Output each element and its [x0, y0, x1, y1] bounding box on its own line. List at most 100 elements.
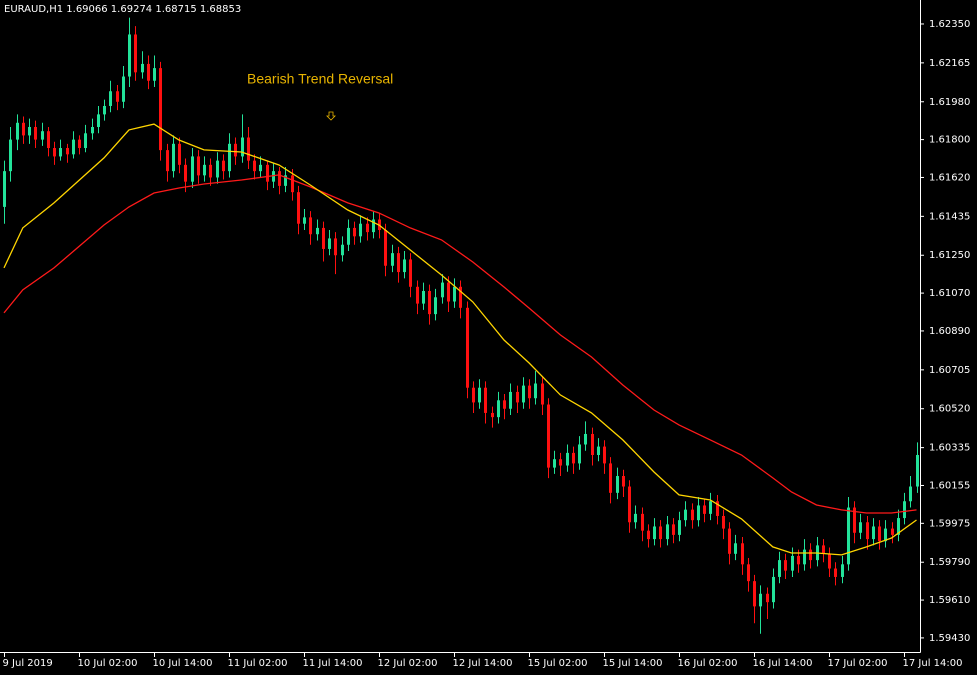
- candle-body: [897, 518, 900, 535]
- candle-body: [909, 486, 912, 502]
- y-tick-label: 1.60155: [929, 480, 970, 491]
- candle-body: [822, 545, 825, 554]
- x-tick-label: 12 Jul 14:00: [453, 658, 513, 669]
- candle-body: [53, 148, 56, 157]
- candle-body: [809, 549, 812, 561]
- candle-body: [253, 160, 256, 172]
- y-tick-label: 1.60890: [929, 326, 970, 337]
- candle-body: [684, 509, 687, 521]
- candle-body: [459, 286, 462, 308]
- x-tick-label: 16 Jul 14:00: [753, 658, 813, 669]
- candle-body: [622, 476, 625, 487]
- candle-body: [147, 63, 150, 81]
- candle-body: [322, 227, 325, 249]
- candle-body: [803, 549, 806, 565]
- candle-body: [47, 131, 50, 149]
- candle-body: [428, 290, 431, 315]
- candle-body: [584, 433, 587, 445]
- candle-body: [659, 526, 662, 540]
- candle-body: [422, 290, 425, 304]
- candle-body: [41, 131, 44, 140]
- candle-body: [503, 400, 506, 409]
- candle-body: [303, 217, 306, 224]
- candle-body: [553, 459, 556, 468]
- candle-body: [91, 126, 94, 134]
- candle-body: [766, 593, 769, 603]
- candle-body: [653, 526, 656, 540]
- candle-body: [697, 505, 700, 521]
- candle-body: [772, 576, 775, 603]
- candle-body: [109, 91, 112, 106]
- candle-body: [497, 400, 500, 418]
- candle-body: [716, 501, 719, 516]
- candle-body: [628, 486, 631, 523]
- candle-body: [647, 530, 650, 540]
- candle-body: [191, 156, 194, 182]
- candle-body: [791, 555, 794, 571]
- candle-body: [509, 391, 512, 409]
- x-tick-label: 11 Jul 14:00: [303, 658, 363, 669]
- candle-body: [841, 564, 844, 577]
- candle-body: [784, 560, 787, 571]
- candle-body: [241, 137, 244, 157]
- candle-body: [291, 175, 294, 193]
- candle-body: [141, 63, 144, 73]
- candle-body: [416, 286, 419, 304]
- candle-body: [34, 126, 37, 140]
- y-tick-label: 1.61620: [929, 172, 970, 183]
- candle-body: [528, 385, 531, 399]
- candle-body: [597, 446, 600, 455]
- y-tick-label: 1.62165: [929, 58, 970, 69]
- candle-body: [397, 253, 400, 273]
- candle-body: [347, 227, 350, 245]
- candle-body: [441, 282, 444, 298]
- candle-body: [478, 387, 481, 403]
- candle-body: [691, 509, 694, 521]
- candle-body: [547, 404, 550, 468]
- candle-body: [372, 219, 375, 233]
- candle-body: [409, 259, 412, 287]
- candle-body: [797, 555, 800, 565]
- candle-body: [572, 452, 575, 464]
- x-tick-label: 16 Jul 02:00: [678, 658, 738, 669]
- candle-body: [103, 105, 106, 115]
- candle-body: [566, 452, 569, 466]
- candle-body: [28, 126, 31, 136]
- candle-body: [759, 593, 762, 607]
- y-tick-label: 1.60520: [929, 404, 970, 415]
- candle-body: [128, 34, 131, 77]
- candle-body: [753, 581, 756, 607]
- candle-body: [872, 526, 875, 540]
- candle-body: [847, 507, 850, 565]
- candle-body: [447, 282, 450, 302]
- candle-body: [866, 522, 869, 540]
- candle-body: [3, 171, 6, 207]
- candle-body: [403, 259, 406, 273]
- candle-body: [616, 476, 619, 493]
- candle-body: [266, 164, 269, 182]
- candle-body: [734, 543, 737, 554]
- candle-body: [516, 391, 519, 403]
- candle-body: [434, 297, 437, 315]
- candle-body: [353, 227, 356, 237]
- candle-body: [66, 148, 69, 155]
- candle-body: [853, 507, 856, 533]
- x-tick-label: 10 Jul 02:00: [78, 658, 138, 669]
- candle-body: [391, 253, 394, 266]
- x-tick-label: 15 Jul 14:00: [603, 658, 663, 669]
- x-tick-label: 17 Jul 14:00: [903, 658, 963, 669]
- candle-body: [722, 515, 725, 529]
- candle-body: [728, 528, 731, 554]
- arrow-icon: [326, 111, 336, 121]
- candle-body: [491, 412, 494, 418]
- x-tick-label: 17 Jul 02:00: [828, 658, 888, 669]
- candle-body: [678, 520, 681, 535]
- candle-body: [672, 524, 675, 535]
- candle-body: [453, 286, 456, 302]
- candle-body: [578, 444, 581, 464]
- y-tick-label: 1.62350: [929, 19, 970, 30]
- annotation: Bearish Trend Reversal: [247, 71, 393, 87]
- candle-body: [916, 454, 919, 487]
